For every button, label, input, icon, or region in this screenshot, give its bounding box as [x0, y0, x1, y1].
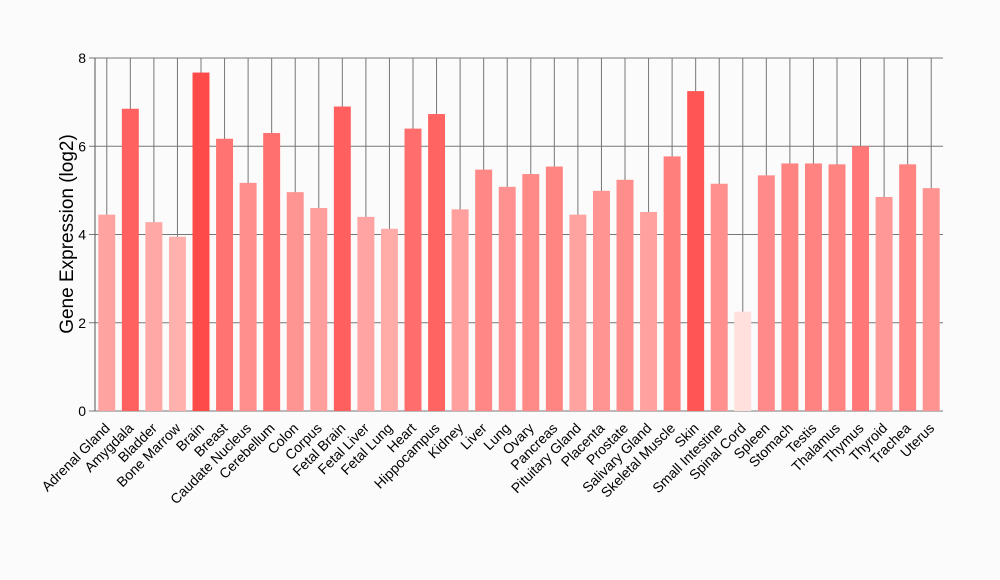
bar-salivary-gland [640, 211, 658, 411]
bar-kidney [451, 209, 469, 411]
bar-colon [286, 192, 304, 411]
bar-lung [498, 186, 516, 411]
bar-bladder [145, 222, 163, 411]
bar-brain [192, 72, 210, 411]
bar-heart [404, 128, 422, 411]
bar-spleen [757, 175, 775, 411]
bar-adrenal-gland [98, 214, 116, 411]
y-tick-label: 0 [78, 403, 86, 419]
bar-cerebellum [263, 133, 281, 411]
bar-caudate-nucleus [239, 182, 257, 411]
bar-skeletal-muscle [663, 156, 681, 411]
y-axis: 0 2 4 6 8 [78, 50, 96, 419]
bar-thymus [852, 146, 870, 411]
bar-testis [804, 163, 822, 411]
bar-hippocampus [428, 114, 446, 411]
bar-spinal-cord [734, 311, 752, 411]
bar-thalamus [828, 164, 846, 411]
bar-stomach [781, 163, 799, 411]
y-tick-label: 2 [78, 315, 86, 331]
y-tick-label: 4 [78, 227, 86, 243]
bar-breast [216, 138, 234, 411]
bar-corpus [310, 208, 328, 411]
y-tick-label: 6 [78, 138, 86, 154]
bar-prostate [616, 179, 634, 411]
bars [98, 72, 940, 412]
bar-trachea [899, 164, 917, 411]
bar-fetal-lung [380, 228, 398, 411]
bar-placenta [592, 190, 610, 411]
bar-thyroid [875, 196, 893, 411]
y-axis-label: Gene Expression (log2) [57, 134, 78, 334]
bar-amygdala [121, 108, 139, 412]
bar-liver [475, 169, 493, 411]
bar-skin [687, 91, 705, 411]
y-tick-label: 8 [78, 50, 86, 66]
bar-pituitary-gland [569, 214, 587, 411]
bar-fetal-brain [333, 106, 351, 411]
bar-pancreas [545, 166, 563, 411]
bar-uterus [922, 188, 940, 411]
bar-bone-marrow [168, 236, 186, 411]
bar-ovary [522, 174, 540, 411]
bar-fetal-liver [357, 216, 375, 411]
bar-small-intestine [710, 183, 728, 411]
